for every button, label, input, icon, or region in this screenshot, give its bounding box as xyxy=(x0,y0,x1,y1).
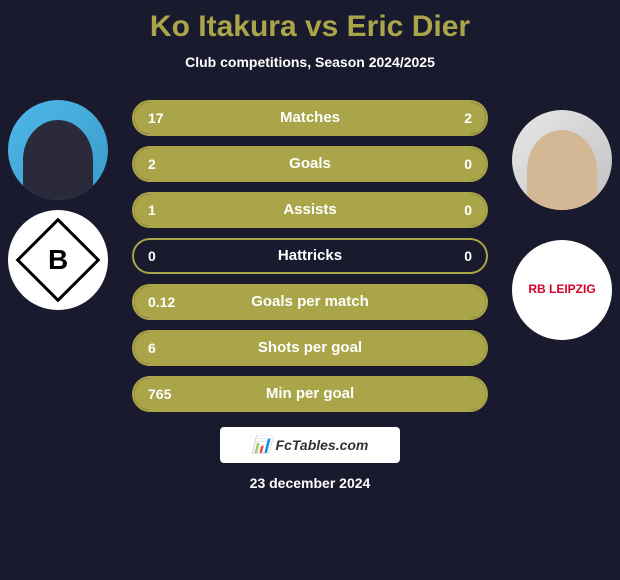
stat-value-right: 2 xyxy=(464,102,472,134)
club-right-text: RB LEIPZIG xyxy=(528,283,595,296)
stat-label: Goals per match xyxy=(134,286,486,318)
stat-value-right: 0 xyxy=(464,194,472,226)
comparison-content: B RB LEIPZIG 17Matches22Goals01Assists00… xyxy=(0,100,620,412)
stat-label: Shots per goal xyxy=(134,332,486,364)
stat-row: 1Assists0 xyxy=(132,192,488,228)
player-left-photo xyxy=(8,100,108,200)
stat-label: Matches xyxy=(134,102,486,134)
club-left-initial: B xyxy=(48,244,68,276)
brand-text: FcTables.com xyxy=(276,437,369,453)
stat-row: 17Matches2 xyxy=(132,100,488,136)
stat-value-right: 0 xyxy=(464,148,472,180)
player-right-photo xyxy=(512,110,612,210)
stat-row: 2Goals0 xyxy=(132,146,488,182)
club-left-logo: B xyxy=(8,210,108,310)
stat-label: Goals xyxy=(134,148,486,180)
stat-label: Hattricks xyxy=(134,240,486,272)
stat-row: 0Hattricks0 xyxy=(132,238,488,274)
club-right-logo: RB LEIPZIG xyxy=(512,240,612,340)
comparison-date: 23 december 2024 xyxy=(0,475,620,491)
comparison-title: Ko Itakura vs Eric Dier xyxy=(0,10,620,44)
stat-value-right: 0 xyxy=(464,240,472,272)
chart-icon: 📊 xyxy=(252,435,272,455)
stat-row: 0.12Goals per match xyxy=(132,284,488,320)
stats-container: 17Matches22Goals01Assists00Hattricks00.1… xyxy=(132,100,488,412)
brand-logo: 📊 FcTables.com xyxy=(220,427,400,463)
stat-label: Min per goal xyxy=(134,378,486,410)
stat-label: Assists xyxy=(134,194,486,226)
stat-row: 765Min per goal xyxy=(132,376,488,412)
stat-row: 6Shots per goal xyxy=(132,330,488,366)
comparison-subtitle: Club competitions, Season 2024/2025 xyxy=(0,54,620,70)
